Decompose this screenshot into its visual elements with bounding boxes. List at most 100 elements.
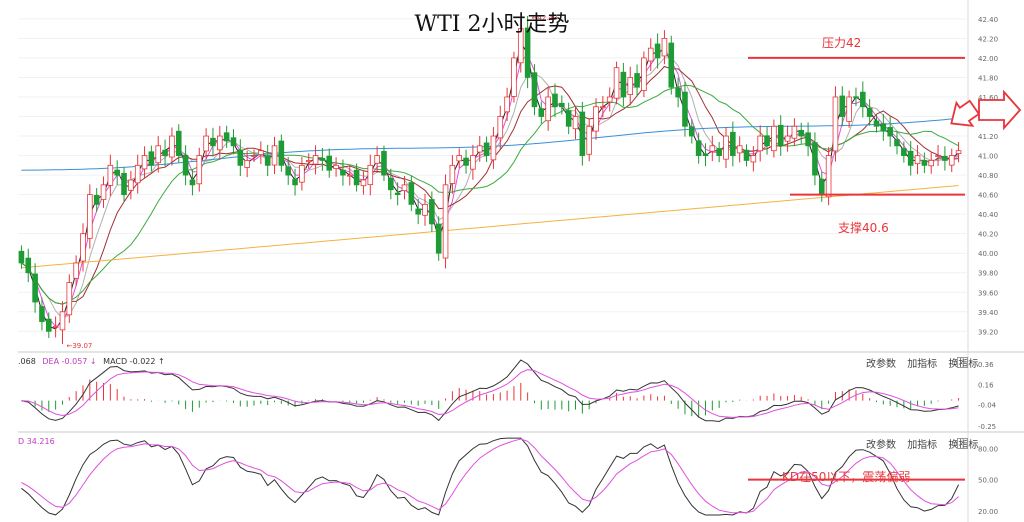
ma-line xyxy=(21,42,959,330)
candle-body xyxy=(415,208,421,215)
kd-toolbar: 改参数 加指标 换指标 xyxy=(858,436,978,451)
kd-switch-indicator-button[interactable]: 换指标 xyxy=(948,440,979,451)
candle-body xyxy=(880,123,887,132)
macd-add-indicator-button[interactable]: 加指标 xyxy=(907,359,938,370)
ma-line xyxy=(21,117,959,171)
candle-body xyxy=(353,169,360,186)
candle-body xyxy=(716,148,722,156)
chart-title: WTI 2小时走势 xyxy=(0,6,1024,38)
candle-body xyxy=(497,116,504,139)
y-tick-label: 40.60 xyxy=(978,192,998,200)
candle-body xyxy=(613,67,620,99)
candle-body xyxy=(463,157,469,166)
y-tick-label: 41.60 xyxy=(978,94,998,102)
candle-body xyxy=(606,96,613,103)
candle-body xyxy=(299,164,305,183)
candle-body xyxy=(244,160,250,168)
candle-body xyxy=(935,155,941,157)
kd-add-indicator-button[interactable]: 加指标 xyxy=(907,440,938,451)
kd-params-button[interactable]: 改参数 xyxy=(866,440,896,451)
macd-dea-label: DEA -0.057 ↓ xyxy=(42,357,97,366)
kd-k-line xyxy=(21,437,960,516)
candle-body xyxy=(695,140,702,156)
right-arrow-icon xyxy=(978,89,1022,131)
candle-body xyxy=(805,132,811,147)
candle-body xyxy=(860,91,866,108)
kd-close-button[interactable]: × xyxy=(957,438,968,449)
candle-body xyxy=(675,87,681,98)
candle-body xyxy=(846,96,852,122)
candle-body xyxy=(798,129,805,137)
candle-body xyxy=(114,169,120,176)
candle-body xyxy=(955,150,962,154)
candle-body xyxy=(894,139,900,147)
kd-d-label: D 34.216 xyxy=(18,437,55,446)
candle-body xyxy=(230,137,237,147)
ma-line xyxy=(21,65,959,305)
candle-body xyxy=(449,164,456,184)
candle-body xyxy=(217,135,223,151)
y-tick-label: 40.80 xyxy=(978,172,998,180)
candle-body xyxy=(148,151,155,166)
candle-body xyxy=(866,107,873,117)
candle-body xyxy=(121,172,127,196)
y-tick-label: 39.60 xyxy=(978,289,998,297)
candle-body xyxy=(278,140,285,166)
candle-body xyxy=(702,153,709,156)
y-tick-label: 39.20 xyxy=(978,328,998,336)
candle-body xyxy=(258,150,264,156)
candle-body xyxy=(634,73,640,88)
candle-body xyxy=(45,318,52,332)
candle-body xyxy=(169,135,175,158)
candle-body xyxy=(442,184,449,259)
candle-body xyxy=(942,155,948,161)
candle-body xyxy=(709,145,716,152)
candle-body xyxy=(476,145,483,153)
candle-body xyxy=(196,155,203,185)
candle-body xyxy=(545,96,551,122)
candle-body xyxy=(333,164,339,169)
candle-body xyxy=(907,150,914,166)
macd-tick-label: 0.36 xyxy=(978,361,994,369)
candle-body xyxy=(552,93,558,108)
macd-params-button[interactable]: 改参数 xyxy=(866,359,896,370)
macd-value-label: MACD -0.022 ↑ xyxy=(103,357,165,366)
candle-body xyxy=(107,164,114,186)
macd-close-button[interactable]: × xyxy=(957,357,968,368)
candle-body xyxy=(223,132,230,142)
ma-line xyxy=(21,47,959,328)
candle-body xyxy=(401,184,408,192)
candle-body xyxy=(668,42,675,88)
candle-body xyxy=(155,145,162,164)
candle-body xyxy=(134,164,141,184)
candle-body xyxy=(873,120,880,127)
candle-body xyxy=(87,194,93,239)
candle-body xyxy=(812,142,818,176)
macd-diff-label: .068 xyxy=(18,357,36,366)
candle-body xyxy=(818,178,825,196)
ma-line xyxy=(21,84,959,305)
low-marker: ←39.07 xyxy=(66,342,92,350)
candle-body xyxy=(682,91,688,127)
macd-tick-label: -0.25 xyxy=(978,423,996,431)
macd-toolbar: 改参数 加指标 换指标 xyxy=(858,355,978,370)
candle-body xyxy=(52,326,59,328)
support-label: 支撑40.6 xyxy=(838,221,889,235)
macd-dif-line xyxy=(21,359,959,423)
candle-body xyxy=(251,155,257,157)
candle-body xyxy=(59,311,66,331)
candle-body xyxy=(93,194,100,205)
candle-body xyxy=(750,155,757,163)
kd-tick-label: 50.00 xyxy=(978,477,998,485)
candle-body xyxy=(559,102,565,108)
candle-body xyxy=(887,127,893,137)
candle-body xyxy=(661,38,668,57)
candle-body xyxy=(39,306,45,322)
macd-switch-indicator-button[interactable]: 换指标 xyxy=(948,359,979,370)
candle-body xyxy=(572,116,579,130)
macd-dea-line xyxy=(21,369,959,418)
candle-body xyxy=(730,131,736,156)
y-tick-label: 42.20 xyxy=(978,35,998,43)
candle-body xyxy=(305,160,312,163)
